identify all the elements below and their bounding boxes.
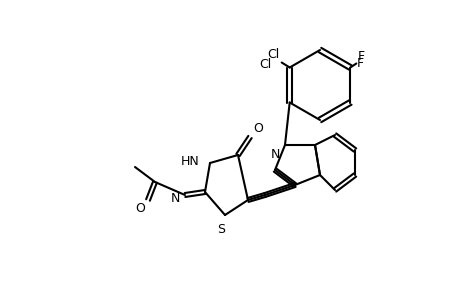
Text: N: N (170, 191, 179, 205)
Text: S: S (217, 223, 224, 236)
Text: Cl: Cl (259, 58, 271, 71)
Text: O: O (252, 122, 262, 135)
Text: F: F (357, 50, 364, 62)
Text: N: N (270, 148, 280, 161)
Text: O: O (135, 202, 145, 215)
Text: Cl: Cl (267, 47, 279, 61)
Text: HN: HN (181, 154, 200, 167)
Text: F: F (356, 57, 363, 70)
